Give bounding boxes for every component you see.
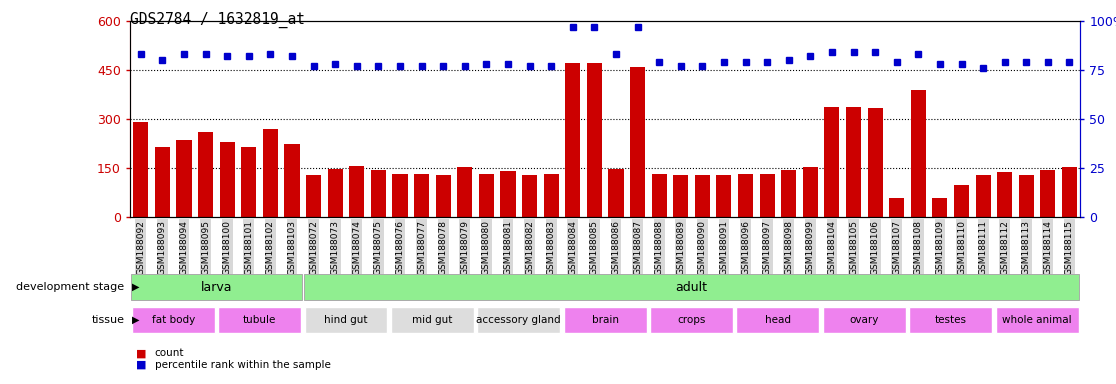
Bar — [737, 307, 819, 333]
Bar — [543, 174, 559, 217]
Text: head: head — [764, 314, 791, 325]
Bar — [414, 174, 430, 217]
Bar — [889, 198, 904, 217]
Text: ▶: ▶ — [133, 314, 140, 325]
Text: larva: larva — [201, 281, 232, 293]
Bar — [305, 307, 387, 333]
Bar — [631, 68, 645, 217]
Bar — [304, 274, 1079, 300]
Bar — [393, 174, 407, 217]
Bar — [241, 147, 257, 217]
Bar — [522, 175, 537, 217]
Text: tissue: tissue — [92, 314, 125, 325]
Bar — [328, 169, 343, 217]
Bar — [1019, 175, 1033, 217]
Text: development stage: development stage — [17, 282, 125, 292]
Text: hind gut: hind gut — [325, 314, 368, 325]
Text: accessory gland: accessory gland — [477, 314, 561, 325]
Bar — [263, 129, 278, 217]
Bar — [825, 107, 839, 217]
Text: tubule: tubule — [243, 314, 277, 325]
Bar — [652, 174, 666, 217]
Bar — [673, 175, 689, 217]
Bar — [846, 107, 862, 217]
Text: ovary: ovary — [849, 314, 879, 325]
Text: ■: ■ — [136, 360, 146, 370]
Text: fat body: fat body — [152, 314, 195, 325]
Bar — [1062, 167, 1077, 217]
Text: whole animal: whole animal — [1002, 314, 1071, 325]
Text: testes: testes — [935, 314, 966, 325]
Bar — [371, 170, 386, 217]
Text: mid gut: mid gut — [412, 314, 453, 325]
Text: GDS2784 / 1632819_at: GDS2784 / 1632819_at — [129, 12, 305, 28]
Text: adult: adult — [675, 281, 708, 293]
Bar — [198, 132, 213, 217]
Bar — [478, 307, 560, 333]
Text: count: count — [154, 348, 184, 358]
Text: ▶: ▶ — [133, 282, 140, 292]
Bar — [218, 307, 301, 333]
Bar — [995, 307, 1078, 333]
Bar — [349, 166, 364, 217]
Bar — [458, 167, 472, 217]
Bar — [306, 175, 321, 217]
Bar — [975, 175, 991, 217]
Text: percentile rank within the sample: percentile rank within the sample — [154, 360, 330, 370]
Bar — [565, 63, 580, 217]
Bar — [285, 144, 299, 217]
Bar — [911, 90, 926, 217]
Bar — [1040, 170, 1056, 217]
Bar — [802, 167, 818, 217]
Bar — [738, 174, 753, 217]
Text: ■: ■ — [136, 348, 146, 358]
Bar — [822, 307, 906, 333]
Bar — [435, 175, 451, 217]
Bar — [131, 274, 301, 300]
Bar — [155, 147, 170, 217]
Bar — [132, 307, 214, 333]
Bar — [910, 307, 992, 333]
Bar — [479, 174, 494, 217]
Bar — [564, 307, 646, 333]
Text: brain: brain — [591, 314, 618, 325]
Bar — [391, 307, 474, 333]
Bar — [716, 175, 731, 217]
Bar — [954, 185, 969, 217]
Bar — [695, 175, 710, 217]
Bar — [500, 171, 516, 217]
Bar — [760, 174, 775, 217]
Bar — [220, 142, 234, 217]
Bar — [867, 108, 883, 217]
Bar — [133, 122, 148, 217]
Bar — [932, 198, 947, 217]
Bar — [587, 63, 602, 217]
Bar — [608, 169, 624, 217]
Bar — [176, 140, 192, 217]
Bar — [781, 170, 797, 217]
Bar — [997, 172, 1012, 217]
Bar — [651, 307, 733, 333]
Text: crops: crops — [677, 314, 705, 325]
